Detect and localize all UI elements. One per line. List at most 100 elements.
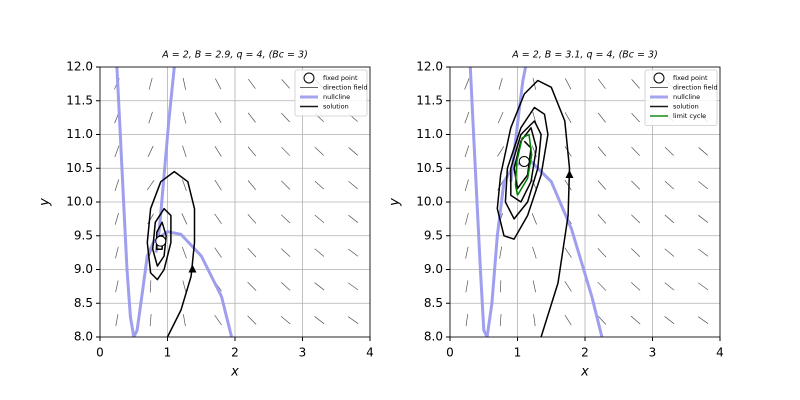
direction-segment bbox=[214, 213, 222, 224]
legend-label: limit cycle bbox=[673, 112, 706, 120]
direction-segment bbox=[597, 146, 606, 157]
direction-segment bbox=[348, 214, 359, 223]
direction-segment bbox=[597, 281, 607, 291]
legend-label: solution bbox=[673, 103, 699, 111]
x-tick-label: 4 bbox=[366, 346, 374, 360]
direction-segment bbox=[114, 179, 120, 191]
direction-segment bbox=[181, 246, 187, 259]
direction-segment bbox=[465, 314, 469, 327]
direction-segment bbox=[698, 181, 709, 190]
direction-segment bbox=[181, 213, 188, 225]
y-tick-label: 11.0 bbox=[416, 127, 443, 141]
direction-segment bbox=[115, 246, 119, 259]
chart-title: A = 2, B = 3.1, q = 4, (Bc = 3) bbox=[511, 50, 658, 61]
axes: A = 2, B = 3.1, q = 4, (Bc = 3) x y 0 1 2 3 4 8.… bbox=[388, 50, 724, 380]
direction-segment bbox=[465, 246, 469, 259]
direction-segment bbox=[314, 248, 325, 257]
direction-segment bbox=[314, 316, 325, 325]
legend-label: fixed point bbox=[673, 74, 708, 82]
direction-segment bbox=[597, 315, 607, 325]
y-tick-label: 8.0 bbox=[74, 330, 93, 344]
y-tick-label: 11.0 bbox=[66, 127, 93, 141]
plot-area bbox=[464, 67, 709, 337]
x-axis-label: x bbox=[580, 365, 589, 380]
direction-segment bbox=[597, 78, 606, 89]
direction-segment bbox=[247, 214, 257, 224]
direction-segment bbox=[281, 79, 290, 89]
plot-area bbox=[114, 67, 359, 337]
direction-segment bbox=[597, 247, 607, 258]
legend-marker bbox=[303, 72, 315, 84]
y-axis-label: y bbox=[388, 198, 403, 207]
direction-segment bbox=[181, 179, 187, 191]
direction-segment bbox=[314, 282, 325, 291]
direction-segment bbox=[247, 146, 256, 157]
legend-label: nullcline bbox=[673, 93, 700, 101]
y-tick-label: 9.0 bbox=[424, 262, 443, 276]
legend-label: nullcline bbox=[323, 93, 350, 101]
direction-segment bbox=[630, 248, 641, 257]
arrow-head bbox=[565, 170, 574, 178]
direction-segment bbox=[214, 146, 222, 157]
direction-segment bbox=[465, 212, 469, 225]
y-tick-label: 10.0 bbox=[416, 195, 443, 209]
direction-segment bbox=[630, 315, 641, 325]
y-tick-label: 10.5 bbox=[416, 161, 443, 175]
direction-segment bbox=[464, 145, 470, 158]
direction-segment bbox=[664, 147, 675, 156]
direction-segment bbox=[698, 248, 709, 257]
y-axis-label: y bbox=[38, 198, 53, 207]
direction-segment bbox=[281, 180, 291, 190]
direction-segment bbox=[115, 314, 119, 327]
direction-segment bbox=[247, 315, 257, 325]
direction-segment bbox=[149, 314, 152, 327]
direction-segment bbox=[564, 112, 572, 123]
chart-title: A = 2, B = 2.9, q = 4, (Bc = 3) bbox=[161, 50, 308, 61]
direction-segment bbox=[247, 112, 256, 123]
y-tick-label: 12.0 bbox=[66, 60, 93, 74]
direction-segment bbox=[664, 316, 675, 325]
y-tick-label: 11.5 bbox=[66, 93, 93, 107]
direction-segment bbox=[348, 248, 359, 257]
y-tick-label: 8.5 bbox=[424, 296, 443, 310]
x-tick-label: 4 bbox=[716, 346, 724, 360]
direction-segment bbox=[280, 316, 291, 325]
trajectory bbox=[496, 79, 571, 337]
direction-segment bbox=[664, 282, 675, 291]
direction-segment bbox=[348, 316, 359, 324]
direction-segment bbox=[464, 179, 469, 191]
direction-segment bbox=[664, 214, 675, 224]
direction-segment bbox=[247, 247, 257, 258]
x-tick-label: 3 bbox=[649, 346, 657, 360]
direction-segment bbox=[664, 248, 675, 257]
arrow-head bbox=[188, 264, 197, 273]
direction-segment bbox=[214, 315, 222, 326]
direction-segment bbox=[465, 280, 469, 293]
direction-segment bbox=[564, 179, 572, 191]
direction-segment bbox=[597, 112, 606, 123]
direction-segment bbox=[247, 180, 256, 190]
direction-segment bbox=[182, 314, 186, 327]
direction-segment bbox=[182, 77, 186, 90]
legend-label: direction field bbox=[323, 84, 368, 92]
direction-segment bbox=[664, 180, 675, 190]
direction-segment bbox=[497, 146, 505, 157]
direction-segment bbox=[314, 180, 325, 190]
direction-segment bbox=[533, 314, 536, 327]
direction-segment bbox=[464, 78, 470, 90]
direction-segment bbox=[148, 111, 153, 124]
direction-segment bbox=[564, 281, 572, 292]
x-tick-label: 1 bbox=[514, 346, 522, 360]
x-tick-label: 1 bbox=[164, 346, 172, 360]
direction-segment bbox=[182, 280, 187, 293]
legend-label: solution bbox=[323, 103, 349, 111]
direction-segment bbox=[464, 111, 470, 124]
y-tick-label: 9.5 bbox=[424, 228, 443, 242]
y-tick-label: 8.5 bbox=[74, 296, 93, 310]
direction-segment bbox=[314, 214, 325, 223]
fixed-point bbox=[155, 235, 167, 247]
legend-marker bbox=[653, 72, 665, 84]
